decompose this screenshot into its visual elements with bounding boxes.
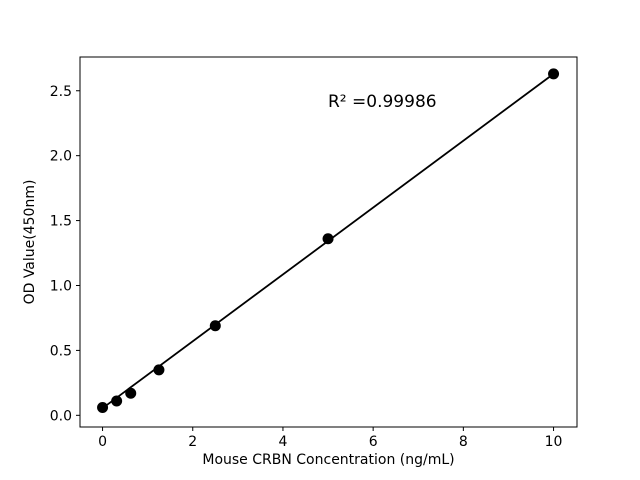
x-tick-label: 6 (369, 434, 378, 450)
r-squared-annotation: R² =0.99986 (328, 92, 437, 112)
y-tick-label: 2.0 (50, 149, 72, 165)
y-tick-label: 1.0 (50, 278, 72, 294)
y-tick-label: 2.5 (50, 84, 72, 100)
data-point (209, 320, 221, 332)
data-point (322, 233, 334, 245)
x-tick-label: 4 (278, 434, 287, 450)
data-point (125, 387, 137, 399)
data-point (548, 68, 560, 80)
x-tick-label: 8 (459, 434, 468, 450)
axes-frame (79, 56, 578, 428)
x-axis-label: Mouse CRBN Concentration (ng/mL) (202, 452, 455, 468)
x-tick-label: 0 (98, 434, 107, 450)
y-tick-label: 0.0 (50, 408, 72, 424)
y-axis-label: OD Value(450nm) (22, 179, 38, 305)
y-tick-label: 0.5 (50, 343, 72, 359)
data-point (153, 364, 165, 376)
x-tick-label: 10 (545, 434, 563, 450)
data-point (111, 395, 123, 407)
data-point (97, 402, 109, 414)
y-tick-label: 1.5 (50, 214, 72, 230)
x-tick-label: 2 (188, 434, 197, 450)
